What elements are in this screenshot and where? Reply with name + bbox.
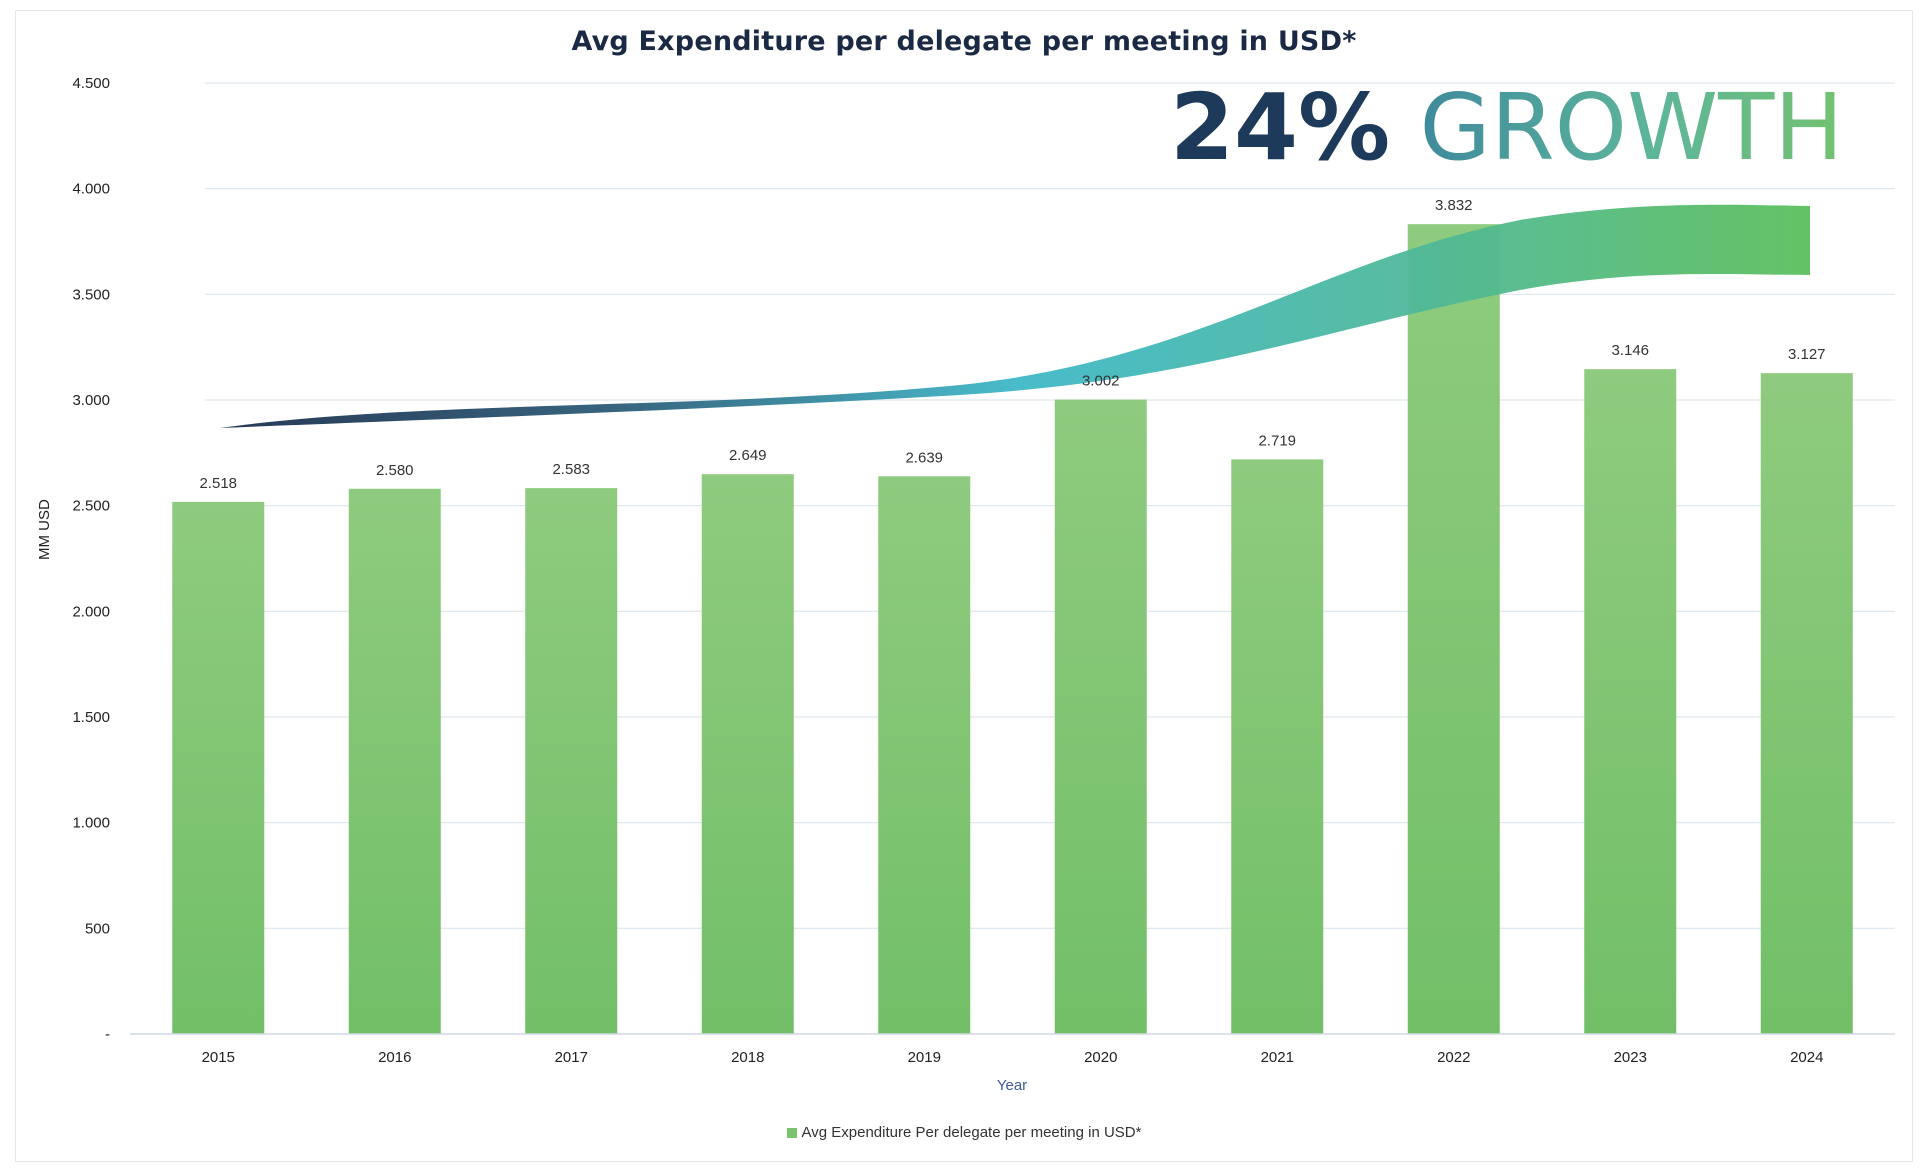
x-axis-label: Year bbox=[997, 1077, 1027, 1094]
legend: Avg Expenditure Per delegate per meeting… bbox=[0, 1124, 1928, 1141]
growth-trend-arrow bbox=[220, 204, 1810, 428]
y-tick-label: 2.000 bbox=[72, 603, 110, 620]
bars bbox=[172, 224, 1853, 1035]
bar-2016 bbox=[348, 488, 441, 1034]
bar-2019 bbox=[878, 476, 971, 1034]
bar-2021 bbox=[1231, 459, 1324, 1035]
x-tick-label: 2016 bbox=[378, 1049, 411, 1066]
data-label-2022: 3.832 bbox=[1435, 197, 1473, 214]
y-tick-label: - bbox=[105, 1026, 110, 1043]
x-tick-label: 2015 bbox=[202, 1049, 235, 1066]
y-tick-label: 4.500 bbox=[72, 75, 110, 92]
y-axis-ticks: - 500 1.000 1.500 2.000 2.500 3.000 3.500 4.000 4… bbox=[72, 75, 110, 1043]
legend-label: Avg Expenditure Per delegate per meeting… bbox=[801, 1124, 1142, 1141]
x-tick-label: 2018 bbox=[731, 1049, 764, 1066]
data-label-2021: 2.719 bbox=[1258, 432, 1296, 449]
x-tick-label: 2020 bbox=[1084, 1049, 1117, 1066]
x-tick-label: 2022 bbox=[1437, 1049, 1470, 1066]
x-tick-label: 2019 bbox=[908, 1049, 941, 1066]
data-label-2024: 3.127 bbox=[1788, 346, 1826, 363]
bar-2023 bbox=[1584, 369, 1677, 1034]
data-label-2018: 2.649 bbox=[729, 447, 767, 464]
bar-2020 bbox=[1054, 399, 1147, 1034]
x-tick-label: 2017 bbox=[555, 1049, 588, 1066]
y-tick-label: 3.000 bbox=[72, 392, 110, 409]
data-label-2023: 3.146 bbox=[1611, 342, 1649, 359]
bar-2024 bbox=[1760, 373, 1853, 1035]
data-labels: 2.518 2.580 2.583 2.649 2.639 3.002 2.719 3.832… bbox=[199, 197, 1825, 492]
bar-2017 bbox=[525, 488, 618, 1035]
y-tick-label: 1.500 bbox=[72, 709, 110, 726]
y-tick-label: 1.000 bbox=[72, 815, 110, 832]
x-tick-label: 2024 bbox=[1790, 1049, 1823, 1066]
chart-title: Avg Expenditure per delegate per meeting… bbox=[571, 26, 1357, 57]
x-axis-ticks: 2015 2016 2017 2018 2019 2020 2021 2022 2023 2024 bbox=[202, 1049, 1824, 1066]
data-label-2015: 2.518 bbox=[199, 475, 237, 492]
growth-word: GROWTH bbox=[1419, 74, 1844, 181]
y-tick-label: 2.500 bbox=[72, 498, 110, 515]
growth-annotation: 24% GROWTH bbox=[1170, 82, 1843, 174]
y-tick-label: 500 bbox=[85, 920, 110, 937]
growth-percent: 24% bbox=[1170, 74, 1391, 181]
data-label-2017: 2.583 bbox=[552, 461, 590, 478]
bar-2022 bbox=[1407, 224, 1500, 1035]
x-tick-label: 2021 bbox=[1261, 1049, 1294, 1066]
legend-swatch bbox=[786, 1128, 797, 1138]
y-tick-label: 4.000 bbox=[72, 181, 110, 198]
data-label-2019: 2.639 bbox=[905, 449, 943, 466]
y-tick-label: 3.500 bbox=[72, 286, 110, 303]
data-label-2016: 2.580 bbox=[376, 462, 414, 479]
x-tick-label: 2023 bbox=[1614, 1049, 1647, 1066]
bar-2015 bbox=[172, 501, 265, 1034]
bar-2018 bbox=[701, 474, 794, 1035]
data-label-2020: 3.002 bbox=[1082, 373, 1120, 390]
